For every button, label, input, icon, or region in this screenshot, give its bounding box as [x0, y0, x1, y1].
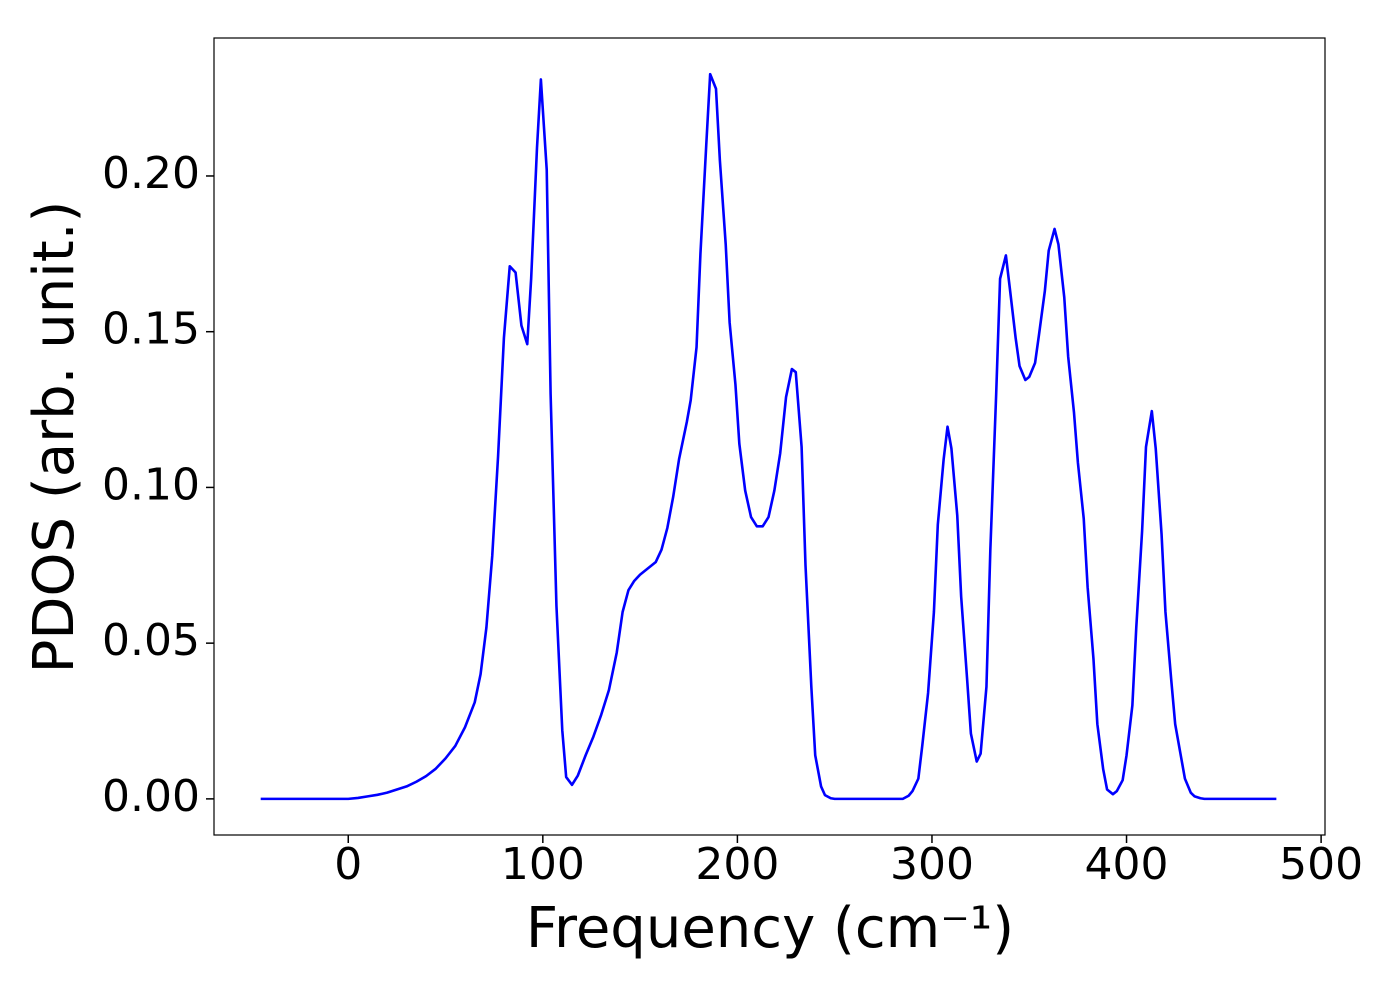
x-tick-label: 300 [890, 839, 974, 890]
x-axis-label: Frequency (cm⁻¹) [526, 896, 1014, 961]
x-tick-label: 500 [1279, 839, 1363, 890]
x-tick-label: 0 [334, 839, 362, 890]
x-tick-label: 200 [695, 839, 779, 890]
y-tick-label: 0.15 [102, 304, 200, 355]
y-tick-label: 0.05 [102, 615, 200, 666]
y-tick-label: 0.00 [102, 771, 200, 822]
x-tick-label: 400 [1085, 839, 1169, 890]
y-tick-label: 0.20 [102, 148, 200, 199]
plot-frame [213, 37, 1326, 836]
y-axis-label: PDOS (arb. unit.) [22, 201, 87, 674]
y-tick-label: 0.10 [102, 459, 200, 510]
data-line [260, 72, 1277, 801]
x-tick-label: 100 [501, 839, 585, 890]
